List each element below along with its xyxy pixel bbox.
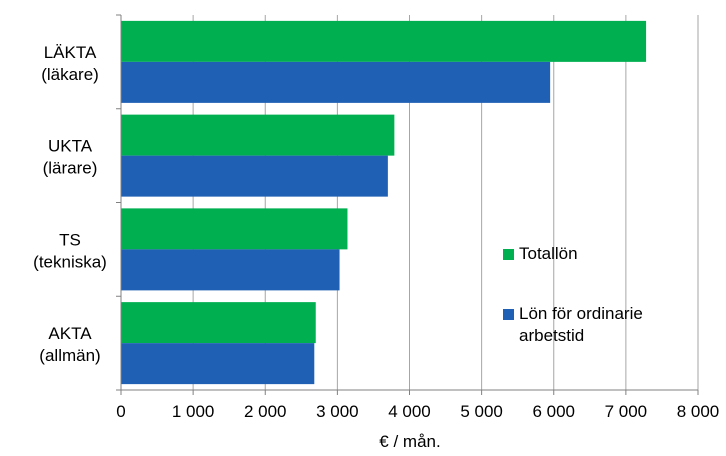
category-label: TS (tekniska) [33, 230, 107, 271]
bar-totallon-3 [121, 302, 316, 344]
bar-ordinarie-2 [121, 249, 340, 291]
x-tick-label: 3 000 [316, 402, 359, 421]
x-tick-label: 2 000 [244, 402, 287, 421]
legend-swatch-0 [503, 249, 514, 260]
category-label-line: TS [59, 230, 81, 249]
bar-totallon-1 [121, 114, 395, 156]
x-tick-label: 5 000 [460, 402, 503, 421]
bar-ordinarie-0 [121, 61, 551, 103]
legend: Totallön Lön för ordinarie arbetstid [503, 244, 643, 345]
category-label-line: (läkare) [41, 65, 99, 84]
category-label: LÄKTA (läkare) [41, 43, 99, 84]
category-label-line: AKTA [48, 324, 92, 343]
labels: LÄKTA (läkare) UKTA (lärare) TS (tekniska) AKT… [33, 43, 719, 421]
x-axis-title: € / mån. [379, 432, 440, 451]
axes [116, 14, 699, 395]
x-tick-label: 6 000 [532, 402, 575, 421]
x-tick-label: 1 000 [172, 402, 215, 421]
x-tick-label: 8 000 [677, 402, 720, 421]
category-label-line: (allmän) [39, 346, 100, 365]
category-label-line: LÄKTA [44, 43, 97, 62]
category-label: AKTA (allmän) [39, 324, 100, 365]
bars [121, 20, 647, 385]
x-tick-label: 7 000 [605, 402, 648, 421]
x-tick-label: 0 [116, 402, 125, 421]
category-label-line: (lärare) [43, 159, 98, 178]
x-tick-label: 4 000 [388, 402, 431, 421]
bar-totallon-2 [121, 208, 348, 250]
category-label-line: (tekniska) [33, 252, 107, 271]
legend-label-line: Totallön [519, 244, 578, 263]
category-label-line: UKTA [48, 137, 93, 156]
bar-ordinarie-3 [121, 343, 315, 385]
legend-swatch-1 [503, 309, 514, 320]
category-label: UKTA (lärare) [43, 137, 98, 178]
bar-ordinarie-1 [121, 155, 388, 197]
legend-label-line: arbetstid [519, 326, 584, 345]
legend-label-1: Lön för ordinarie arbetstid [519, 304, 643, 345]
bar-totallon-0 [121, 20, 647, 62]
legend-label-line: Lön för ordinarie [519, 304, 643, 323]
legend-label-0: Totallön [519, 244, 578, 263]
